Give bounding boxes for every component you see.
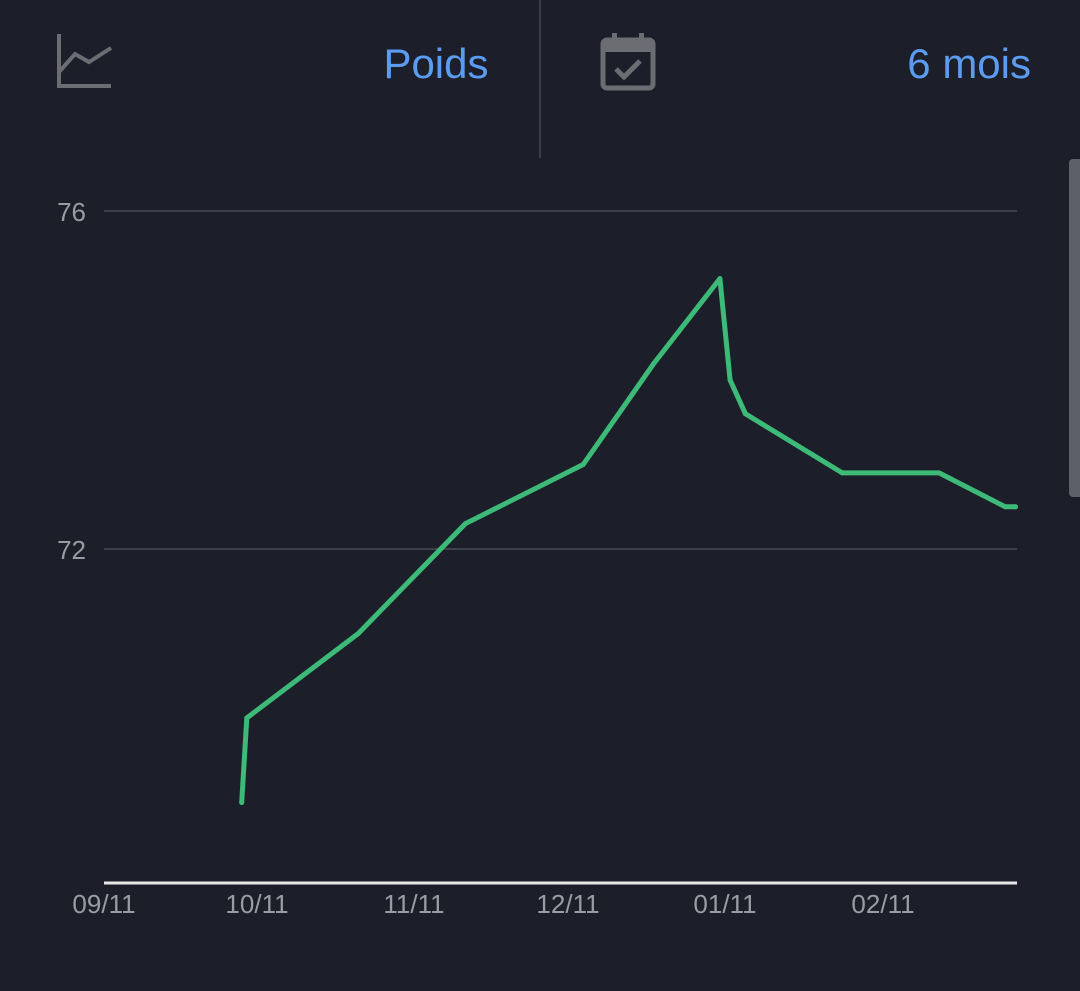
- data-point: [727, 377, 733, 383]
- data-point: [1002, 504, 1008, 510]
- data-point: [239, 800, 245, 805]
- x-tick-label: 12/11: [536, 889, 599, 919]
- y-tick-label: 72: [57, 535, 86, 565]
- data-point: [936, 470, 942, 476]
- data-point: [717, 276, 723, 282]
- period-label: 6 mois: [907, 40, 1031, 87]
- x-tick-label: 11/11: [383, 889, 444, 919]
- x-tick-label: 02/11: [851, 889, 914, 919]
- chart-area: [0, 158, 1080, 991]
- data-point: [1013, 504, 1019, 510]
- data-point: [355, 631, 361, 636]
- data-point: [742, 411, 748, 417]
- data-point: [839, 470, 845, 476]
- period-selector[interactable]: 6 mois: [541, 0, 1080, 158]
- x-tick-label: 09/11: [72, 889, 135, 919]
- y-tick-label: 76: [57, 197, 86, 227]
- data-point: [462, 521, 468, 527]
- toolbar-divider: [538, 0, 541, 158]
- x-tick-label: 10/11: [225, 889, 288, 919]
- line-chart-icon: [57, 34, 113, 88]
- metric-selector[interactable]: Poids: [0, 0, 539, 158]
- x-tick-label: 01/11: [693, 889, 756, 919]
- calendar-check-icon: [600, 33, 655, 91]
- data-point: [651, 360, 657, 366]
- scrollbar-thumb[interactable]: [1069, 159, 1080, 497]
- data-point: [244, 715, 250, 721]
- chart-toolbar: Poids 6 mois: [0, 0, 1080, 158]
- data-point: [580, 462, 586, 467]
- weight-series-line: [239, 276, 1018, 805]
- metric-label: Poids: [383, 40, 489, 87]
